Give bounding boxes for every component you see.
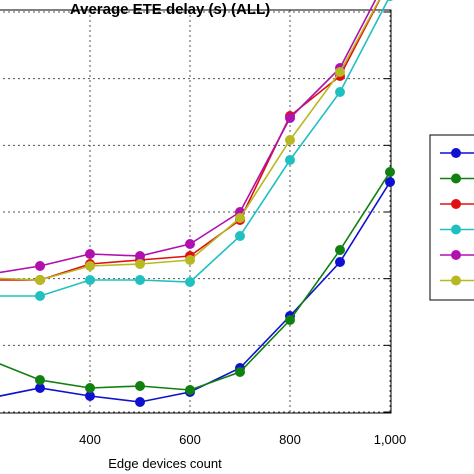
- data-point: [285, 113, 295, 123]
- data-point: [35, 375, 45, 385]
- x-tick-label: 800: [279, 432, 301, 447]
- legend-marker: [451, 275, 461, 286]
- data-point: [135, 251, 145, 261]
- data-point: [135, 397, 145, 407]
- series-line: [0, 171, 391, 391]
- legend-marker: [451, 224, 461, 235]
- data-point: [135, 259, 145, 269]
- series-line: [0, 0, 381, 281]
- x-axis-label: Edge devices count: [108, 456, 222, 471]
- plot-frame: [0, 9, 392, 414]
- data-point: [335, 67, 345, 77]
- data-point: [185, 239, 195, 249]
- chart-title: Average ETE delay (s) (ALL): [70, 1, 270, 18]
- series-line: [0, 0, 377, 274]
- legend-box: [429, 134, 474, 301]
- grid-lines: [0, 10, 391, 413]
- data-point: [285, 135, 295, 145]
- data-point: [35, 275, 45, 285]
- data-point: [85, 275, 95, 285]
- x-tick-label: 1,000: [374, 432, 407, 447]
- legend-marker: [451, 148, 461, 158]
- legend-marker: [451, 199, 461, 209]
- data-point: [385, 177, 395, 187]
- legend-items: [440, 148, 474, 286]
- legend-marker: [451, 173, 461, 184]
- data-point: [85, 391, 95, 401]
- data-point: [135, 381, 145, 391]
- data-point: [185, 255, 195, 265]
- x-tick-label: 600: [179, 432, 201, 447]
- data-point: [335, 87, 345, 97]
- data-point: [135, 275, 145, 285]
- series-group: [0, 0, 395, 407]
- data-point: [85, 261, 95, 271]
- series-3: [0, 0, 381, 285]
- data-point: [235, 367, 245, 377]
- series-line: [0, 0, 381, 281]
- data-point: [35, 291, 45, 301]
- series-5: [0, 0, 377, 274]
- data-point: [385, 167, 395, 177]
- series-4: [0, 0, 393, 301]
- data-point: [285, 315, 295, 325]
- x-tick-labels: 400 600 800 1,000: [79, 432, 406, 447]
- series-line: [0, 0, 389, 297]
- legend: [429, 134, 474, 301]
- data-point: [235, 231, 245, 241]
- data-point: [35, 383, 45, 393]
- series-line: [0, 181, 391, 403]
- data-point: [335, 257, 345, 267]
- data-point: [335, 245, 345, 255]
- legend-marker: [451, 250, 461, 260]
- data-point: [285, 155, 295, 165]
- data-point: [35, 261, 45, 271]
- series-6: [0, 0, 381, 285]
- data-point: [85, 383, 95, 393]
- data-point: [235, 213, 245, 223]
- data-point: [185, 385, 195, 395]
- series-2: [0, 167, 395, 395]
- data-point: [85, 249, 95, 259]
- data-point: [185, 277, 195, 287]
- data-point: [387, 0, 393, 1]
- x-tick-label: 400: [79, 432, 101, 447]
